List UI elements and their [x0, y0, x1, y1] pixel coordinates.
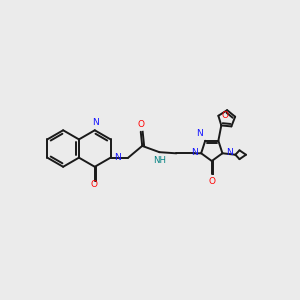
Text: N: N: [92, 118, 99, 127]
Text: O: O: [209, 177, 216, 186]
Text: O: O: [137, 120, 144, 129]
Text: N: N: [114, 153, 121, 162]
Text: NH: NH: [154, 156, 166, 165]
Text: N: N: [196, 129, 203, 138]
Text: O: O: [91, 180, 98, 189]
Text: N: N: [226, 148, 233, 157]
Text: N: N: [191, 148, 198, 157]
Text: O: O: [222, 111, 229, 120]
